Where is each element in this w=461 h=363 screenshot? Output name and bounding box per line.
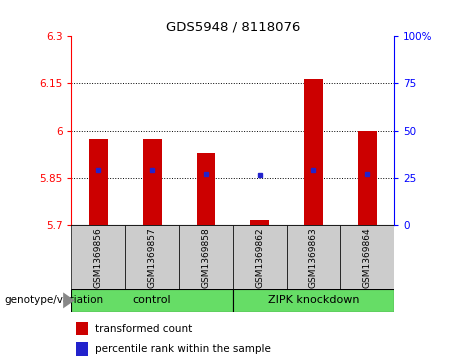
Text: transformed count: transformed count bbox=[95, 324, 192, 334]
Bar bbox=[304, 79, 323, 225]
Bar bbox=[143, 139, 161, 225]
FancyBboxPatch shape bbox=[233, 225, 287, 289]
Text: GSM1369858: GSM1369858 bbox=[201, 228, 210, 289]
Bar bbox=[76, 342, 88, 355]
Text: GSM1369856: GSM1369856 bbox=[94, 228, 103, 289]
FancyBboxPatch shape bbox=[233, 289, 394, 312]
Text: GSM1369864: GSM1369864 bbox=[363, 228, 372, 289]
Bar bbox=[250, 220, 269, 225]
Text: GSM1369857: GSM1369857 bbox=[148, 228, 157, 289]
Bar bbox=[358, 131, 377, 225]
Text: genotype/variation: genotype/variation bbox=[5, 295, 104, 305]
Text: control: control bbox=[133, 295, 171, 305]
FancyBboxPatch shape bbox=[71, 225, 125, 289]
Bar bbox=[196, 153, 215, 225]
Text: percentile rank within the sample: percentile rank within the sample bbox=[95, 344, 271, 354]
Title: GDS5948 / 8118076: GDS5948 / 8118076 bbox=[165, 21, 300, 34]
FancyBboxPatch shape bbox=[179, 225, 233, 289]
FancyBboxPatch shape bbox=[287, 225, 340, 289]
FancyBboxPatch shape bbox=[340, 225, 394, 289]
FancyBboxPatch shape bbox=[71, 289, 233, 312]
Text: GSM1369863: GSM1369863 bbox=[309, 228, 318, 289]
Text: ZIPK knockdown: ZIPK knockdown bbox=[268, 295, 359, 305]
Bar bbox=[89, 139, 108, 225]
FancyBboxPatch shape bbox=[125, 225, 179, 289]
Text: GSM1369862: GSM1369862 bbox=[255, 228, 264, 289]
Bar bbox=[76, 322, 88, 335]
